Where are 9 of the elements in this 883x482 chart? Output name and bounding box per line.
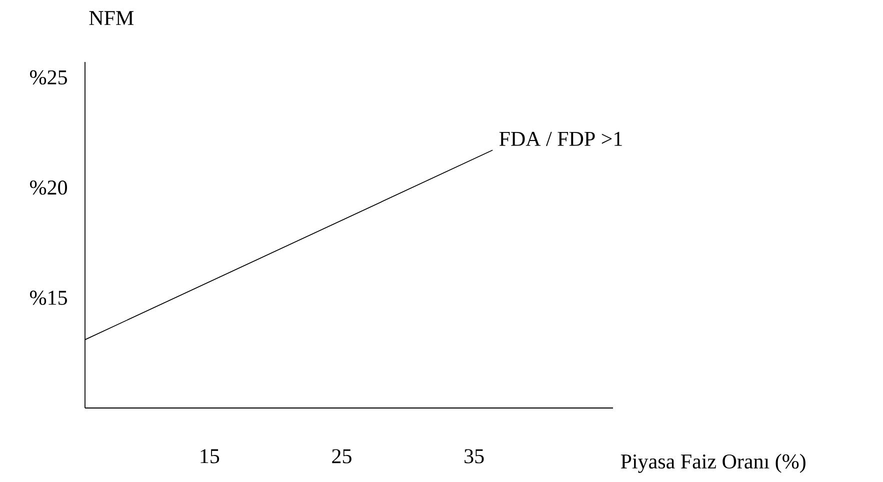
x-axis-title: Piyasa Faiz Oranı (%) — [620, 454, 806, 473]
x-tick-label: 35 — [464, 449, 484, 464]
x-tick-label: 25 — [332, 449, 352, 464]
y-tick-label: %15 — [30, 290, 67, 305]
x-tick-label: 15 — [200, 449, 220, 464]
y-tick-label: %20 — [30, 180, 68, 195]
y-tick-label: %25 — [30, 70, 67, 85]
series-label: FDA / FDP >1 — [499, 132, 622, 146]
y-axis-title: NFM — [89, 11, 134, 25]
